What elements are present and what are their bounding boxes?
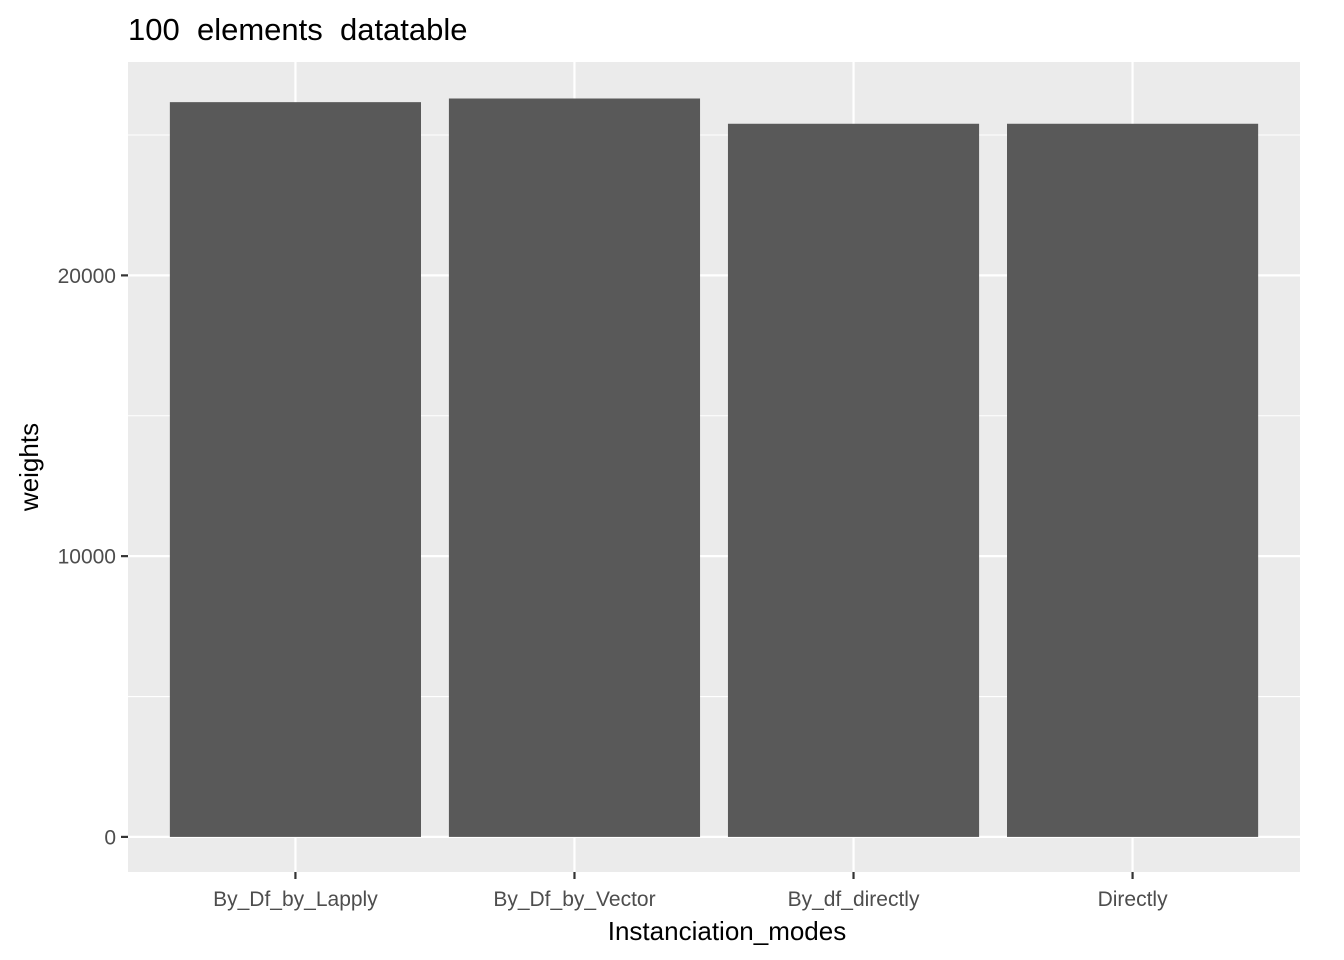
bar-by-df-by-lapply (169, 102, 421, 837)
x-axis: By_Df_by_Lapply By_Df_by_Vector By_df_dire… (213, 872, 1168, 911)
x-tick-label: By_Df_by_Lapply (213, 888, 378, 911)
bar-by-df-by-vector (448, 98, 701, 837)
y-axis-title: weights (14, 423, 44, 512)
chart-title: 100 elements datatable (128, 12, 468, 47)
x-axis-title: Instanciation_modes (608, 916, 846, 946)
x-tick-label: By_df_directly (788, 888, 920, 911)
x-tick-label: By_Df_by_Vector (493, 888, 655, 911)
bars (169, 98, 1259, 837)
y-tick-label: 0 (104, 826, 116, 849)
bar-directly (1007, 123, 1259, 837)
y-axis: 0 10000 20000 (58, 265, 128, 849)
y-tick-label: 10000 (58, 546, 116, 569)
y-tick-label: 20000 (58, 265, 116, 288)
x-tick-label: Directly (1098, 888, 1169, 911)
bar-by-df-directly (727, 123, 980, 837)
